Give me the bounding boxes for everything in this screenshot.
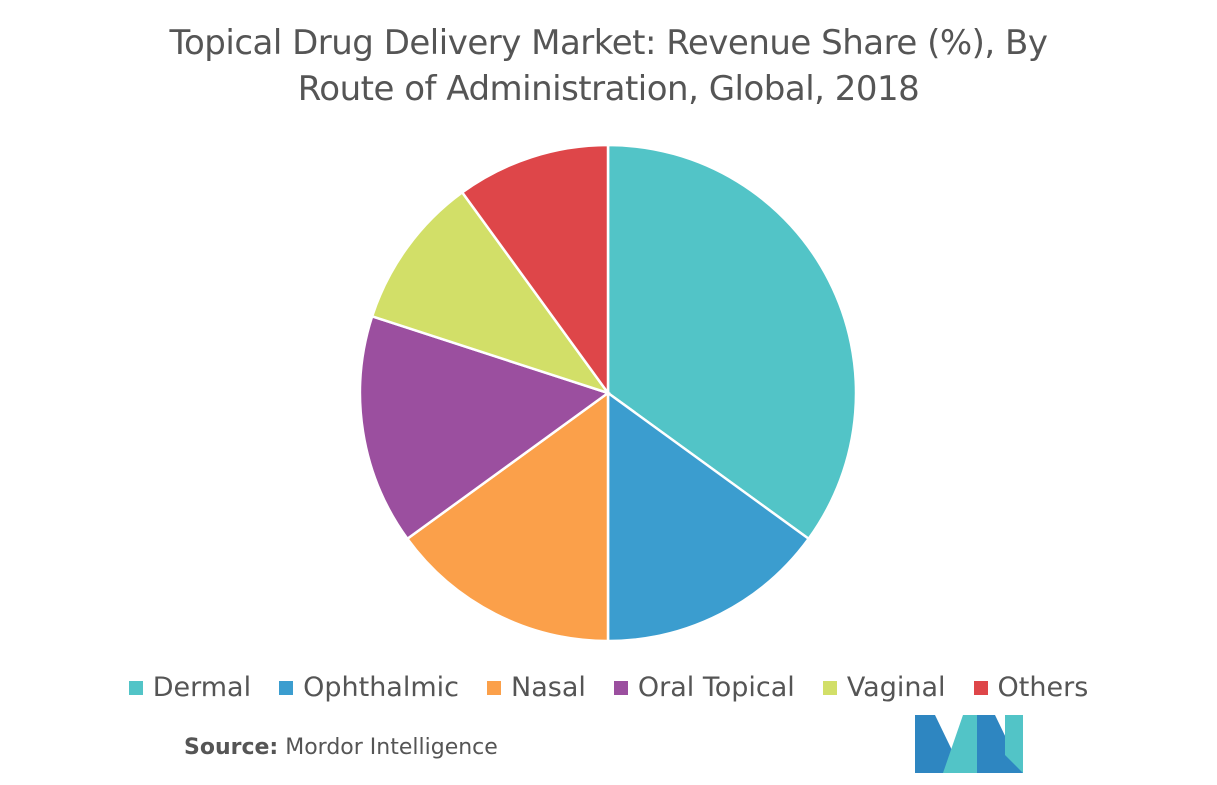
legend-label: Dermal — [152, 672, 252, 703]
pie-slice-ophthalmic — [606, 390, 811, 643]
mordor-logo — [915, 715, 1023, 773]
legend-item-nasal: Nasal — [487, 672, 586, 703]
chart-title: Topical Drug Delivery Market: Revenue Sh… — [0, 20, 1217, 112]
legend-swatch — [487, 680, 502, 695]
source-note: Source: Mordor Intelligence — [184, 735, 498, 760]
legend-swatch — [973, 680, 988, 695]
legend-swatch — [822, 680, 837, 695]
legend-item-oral-topical: Oral Topical — [613, 672, 795, 703]
legend-item-dermal: Dermal — [128, 672, 252, 703]
title-line-1: Topical Drug Delivery Market: Revenue Sh… — [169, 23, 1048, 63]
legend-label: Ophthalmic — [303, 672, 460, 703]
legend-swatch — [128, 680, 143, 695]
legend-swatch — [613, 680, 628, 695]
legend-item-others: Others — [973, 672, 1089, 703]
legend-label: Others — [997, 672, 1089, 703]
pie-slice-dermal — [606, 143, 858, 541]
legend: Dermal Ophthalmic Nasal Oral Topical Vaginal… — [0, 672, 1217, 703]
legend-label: Oral Topical — [637, 672, 795, 703]
legend-label: Nasal — [511, 672, 586, 703]
source-text: Mordor Intelligence — [285, 735, 498, 760]
legend-swatch — [279, 680, 294, 695]
pie-slice-oral-topical — [358, 314, 611, 541]
legend-item-ophthalmic: Ophthalmic — [279, 672, 459, 703]
legend-item-vaginal: Vaginal — [822, 672, 946, 703]
pie-slice-others — [460, 143, 610, 397]
pie-slice-vaginal — [370, 190, 612, 396]
title-line-2: Route of Administration, Global, 2018 — [297, 69, 920, 109]
pie-slice-nasal — [405, 390, 610, 643]
source-label: Source: — [184, 735, 279, 760]
legend-label: Vaginal — [846, 672, 946, 703]
